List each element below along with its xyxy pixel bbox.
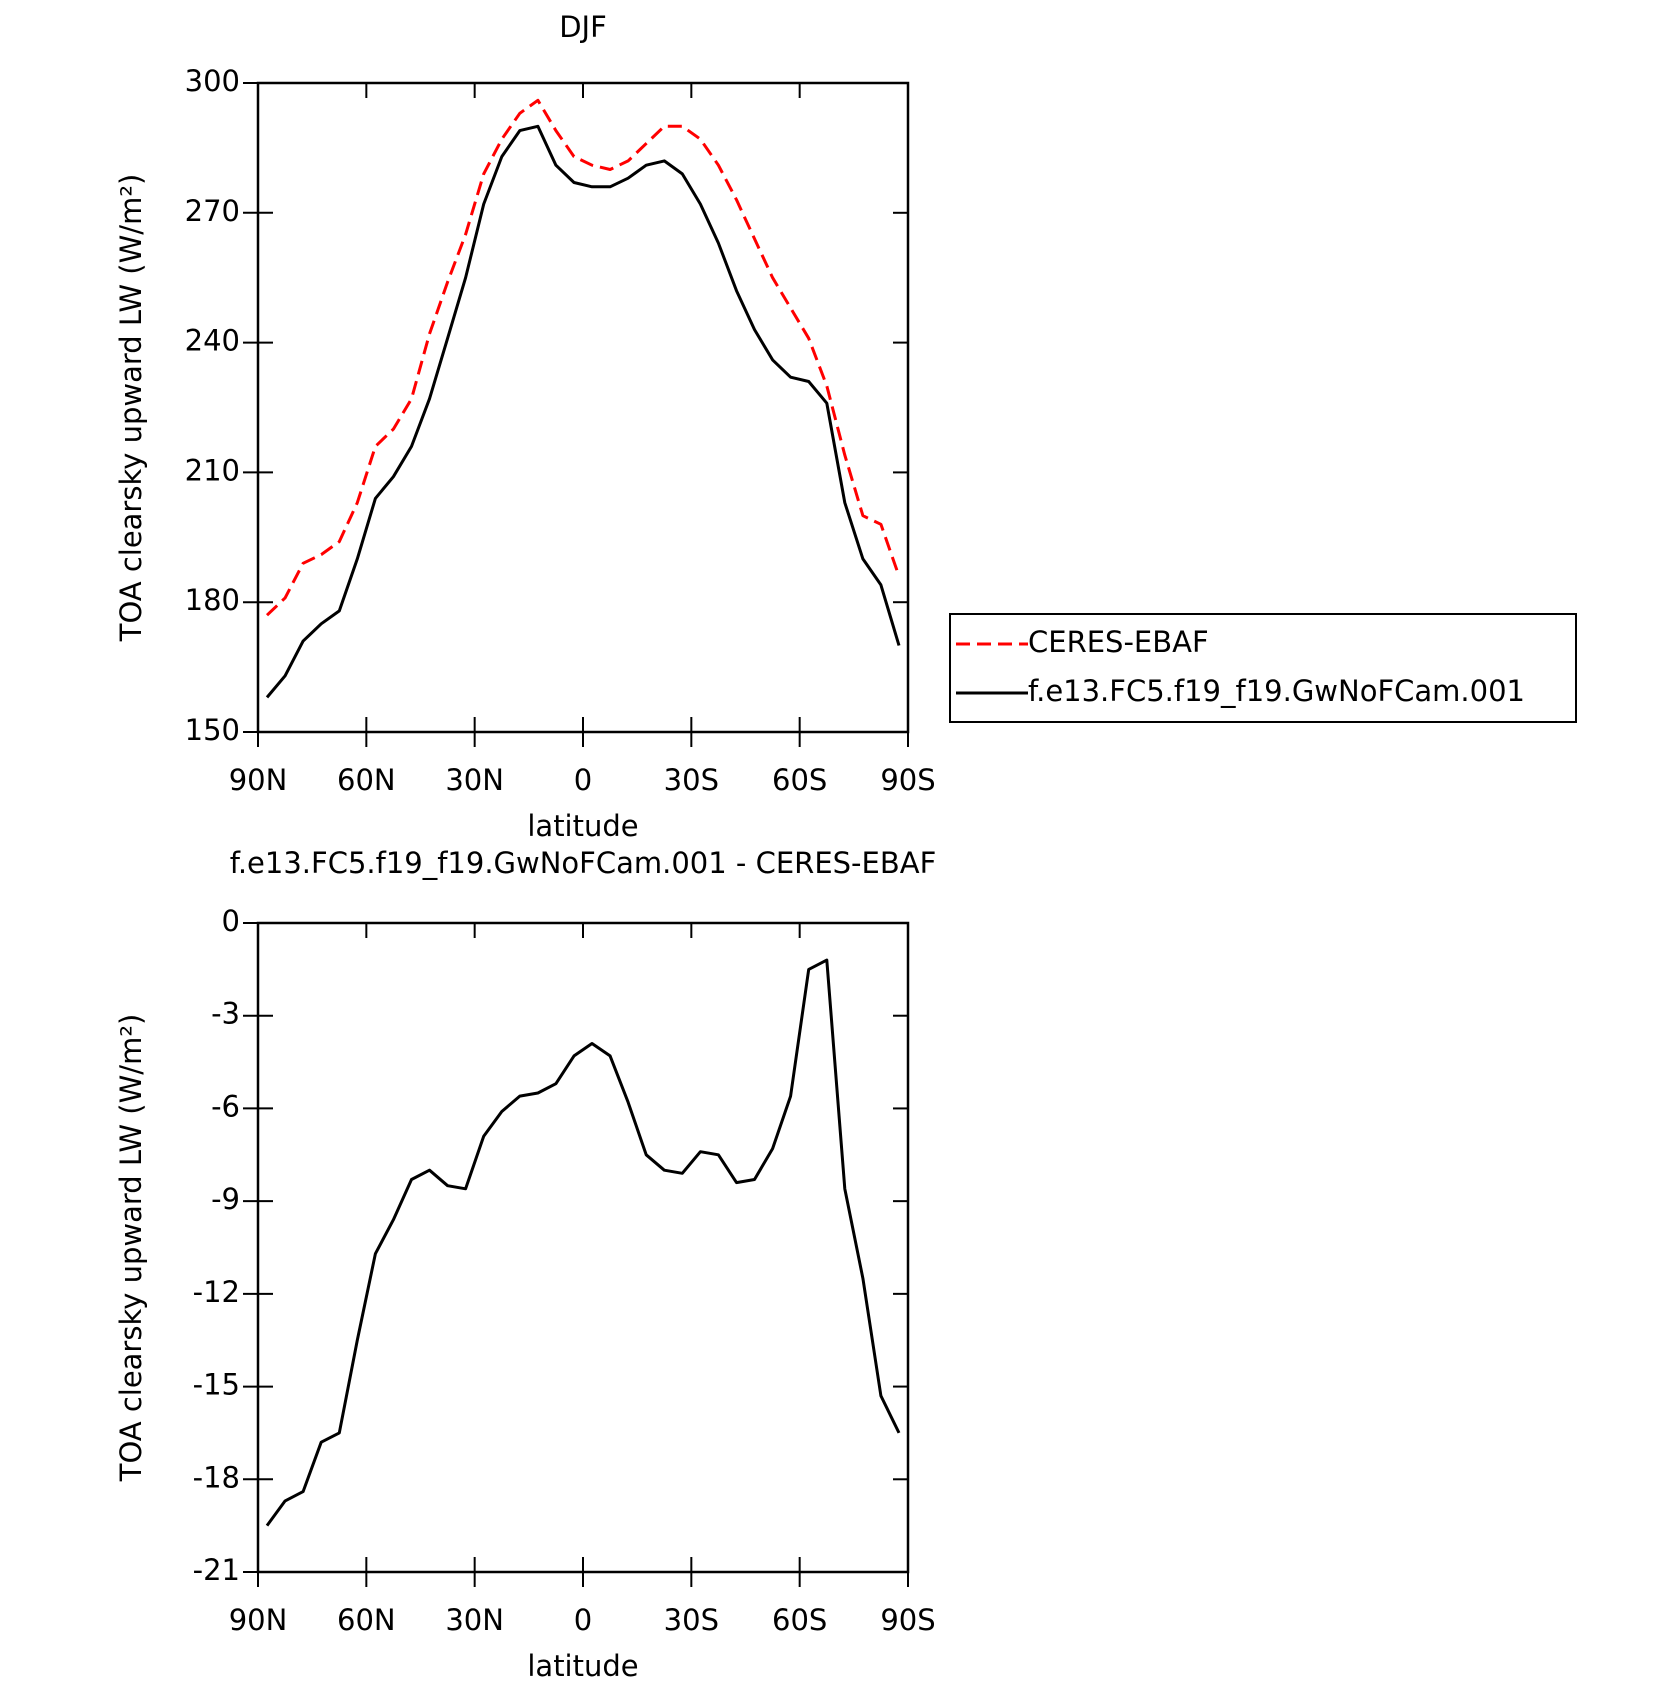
legend-label: f.e13.FC5.f19_f19.GwNoFCam.001 (1028, 674, 1525, 708)
y-tick-label: 300 (185, 64, 240, 98)
y-tick-label: 180 (185, 583, 240, 617)
x-tick-label: 90S (880, 1603, 935, 1637)
legend-label: CERES-EBAF (1028, 625, 1209, 659)
y-tick-label: 240 (185, 324, 240, 358)
x-tick-label: 60N (337, 1603, 396, 1637)
chart-title: DJF (559, 10, 607, 44)
y-tick-label: -6 (211, 1089, 240, 1123)
x-tick-label: 0 (574, 763, 592, 797)
y-tick-label: -9 (211, 1182, 240, 1216)
plot-frame (256, 81, 910, 734)
x-tick-label: 0 (574, 1603, 592, 1637)
x-tick-label: 30N (445, 763, 504, 797)
y-axis-label: TOA clearsky upward LW (W/m²) (114, 174, 148, 643)
x-tick-label: 60S (772, 763, 827, 797)
y-tick-label: 210 (185, 453, 240, 487)
data-line (265, 958, 901, 1527)
legend-box (949, 613, 1577, 723)
y-tick-label: -15 (193, 1368, 240, 1402)
x-tick-label: 30S (664, 763, 719, 797)
x-tick-label: 90N (229, 1603, 288, 1637)
y-tick-label: 150 (185, 713, 240, 747)
y-tick-label: -3 (211, 997, 240, 1031)
plot-frame (256, 921, 910, 1574)
data-line (265, 98, 901, 617)
x-axis-label: latitude (527, 809, 638, 843)
x-tick-label: 90N (229, 763, 288, 797)
x-tick-label: 60N (337, 763, 396, 797)
x-tick-label: 30S (664, 1603, 719, 1637)
y-tick-label: -12 (193, 1275, 240, 1309)
x-tick-label: 60S (772, 1603, 827, 1637)
y-tick-label: 270 (185, 194, 240, 228)
y-tick-label: -18 (193, 1460, 240, 1494)
x-tick-label: 30N (445, 1603, 504, 1637)
x-tick-label: 90S (880, 763, 935, 797)
y-tick-label: -21 (193, 1553, 240, 1587)
chart-title: f.e13.FC5.f19_f19.GwNoFCam.001 - CERES-E… (230, 846, 937, 880)
x-axis-label: latitude (527, 1649, 638, 1683)
y-axis-label: TOA clearsky upward LW (W/m²) (114, 1014, 148, 1483)
data-line (265, 124, 901, 699)
y-tick-label: 0 (222, 904, 240, 938)
